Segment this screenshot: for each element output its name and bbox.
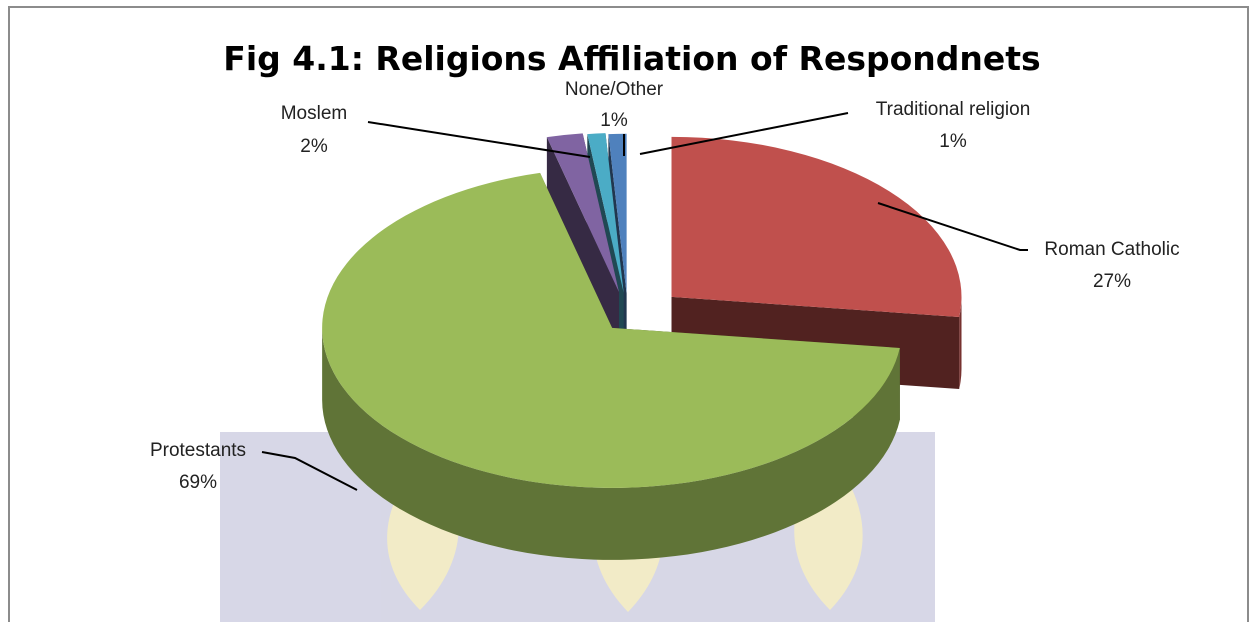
pie-slice-side-protestants	[322, 327, 900, 560]
pie-slice-top-roman-catholic	[671, 136, 962, 317]
slice-value-roman-catholic: 27%	[1093, 271, 1131, 292]
slice-label-moslem: Moslem	[281, 103, 348, 124]
pie-slice-top-traditional-religion	[608, 133, 627, 294]
pie-slice-top-none-other	[587, 133, 624, 293]
leader-line-roman-catholic	[877, 202, 1028, 251]
slice-label-none-other: None/Other	[565, 79, 664, 100]
pie-slice-protestants	[322, 172, 900, 560]
leader-line-traditional	[639, 112, 849, 155]
pie-slice-top-moslem	[546, 133, 620, 293]
slice-label-roman-catholic: Roman Catholic	[1044, 239, 1179, 260]
slice-value-none-other: 1%	[600, 110, 628, 131]
slice-value-traditional: 1%	[939, 131, 967, 152]
slice-label-protestants: Protestants	[150, 440, 246, 461]
pie-slice-side-roman-catholic	[959, 296, 962, 389]
leader-line-protestants	[261, 451, 358, 491]
leader-line-moslem	[367, 121, 591, 158]
chart-title: Fig 4.1: Religions Affiliation of Respon…	[223, 39, 1040, 78]
slice-value-moslem: 2%	[300, 136, 328, 157]
slice-label-traditional: Traditional religion	[876, 99, 1031, 120]
slice-value-protestants: 69%	[179, 472, 217, 493]
pie-slice-top-protestants	[322, 172, 900, 488]
